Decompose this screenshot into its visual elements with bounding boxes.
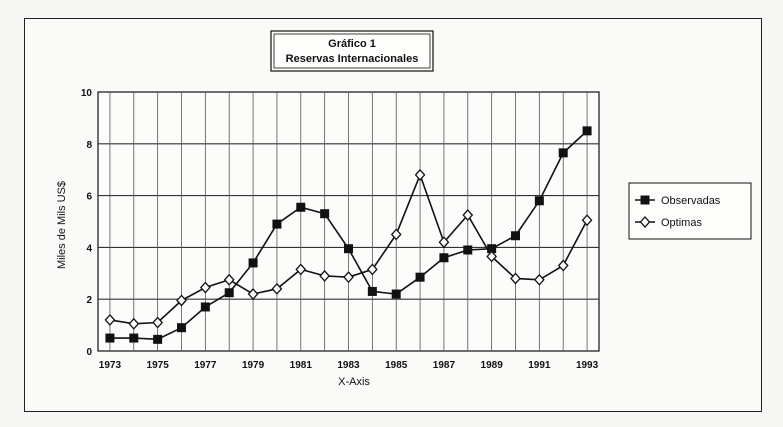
- x-tick-label: 1979: [242, 360, 265, 371]
- data-point-optimas: [343, 271, 354, 284]
- data-point-optimas: [366, 263, 378, 276]
- data-point-optimas: [581, 214, 593, 227]
- data-point-optimas: [104, 313, 116, 326]
- chart-frame: Gráfico 1 Reservas Internacionales 0 2 4 6 8…: [24, 18, 762, 412]
- data-point-optimas: [223, 273, 235, 286]
- x-tick-label: 1989: [481, 360, 504, 371]
- legend-label-optimas: Optimas: [661, 217, 702, 229]
- x-tick-label: 1977: [194, 360, 217, 371]
- x-tick-label: 1987: [433, 360, 456, 371]
- data-point-observadas: [511, 231, 520, 241]
- data-point-observadas: [105, 333, 115, 343]
- data-point-optimas: [247, 288, 259, 300]
- x-tick-label: 1975: [147, 360, 170, 371]
- x-tick-label: 1991: [528, 360, 551, 371]
- x-axis-title: X-Axis: [338, 376, 370, 388]
- y-axis-title: Miles de Mils US$: [56, 181, 68, 269]
- data-point-observadas: [344, 244, 353, 254]
- x-tick-label: 1993: [576, 360, 599, 371]
- legend-label-observadas: Observadas: [661, 195, 721, 207]
- y-tick-label: 2: [86, 295, 92, 306]
- chart-subtitle: Reservas Internacionales: [286, 53, 419, 65]
- data-point-optimas: [199, 281, 211, 294]
- data-point-optimas: [390, 228, 402, 241]
- data-point-optimas: [438, 236, 450, 249]
- data-point-observadas: [200, 302, 210, 312]
- data-point-optimas: [128, 317, 140, 330]
- data-point-observadas: [391, 289, 401, 299]
- data-point-observadas: [558, 148, 568, 158]
- data-point-optimas: [271, 282, 283, 295]
- data-point-optimas: [462, 209, 474, 221]
- title-box: Gráfico 1 Reservas Internacionales: [270, 30, 434, 72]
- chart-title: Gráfico 1: [328, 38, 376, 50]
- data-point-optimas: [533, 273, 545, 286]
- y-tick-label: 4: [86, 243, 92, 254]
- chart-canvas: Gráfico 1 Reservas Internacionales 0 2 4 6 8…: [56, 30, 752, 388]
- data-point-observadas: [415, 272, 425, 282]
- data-point-observadas: [248, 258, 258, 268]
- x-tick-label: 1981: [290, 360, 313, 371]
- data-point-optimas: [152, 316, 164, 329]
- data-point-observadas: [320, 209, 330, 219]
- data-point-observadas: [129, 333, 139, 343]
- y-tick-label: 0: [86, 347, 92, 358]
- data-point-observadas: [296, 202, 306, 212]
- data-point-observadas: [463, 245, 473, 255]
- data-point-optimas: [295, 263, 307, 276]
- data-point-observadas: [367, 286, 377, 296]
- data-point-optimas: [486, 250, 498, 263]
- y-tick-label: 10: [81, 88, 93, 99]
- data-point-observadas: [272, 219, 282, 229]
- legend: Observadas Optimas: [628, 182, 752, 240]
- data-point-optimas: [557, 259, 569, 272]
- y-tick-label: 6: [86, 192, 92, 203]
- data-point-observadas: [153, 334, 163, 344]
- plot-area: 0 2 4 6 8 10 1973 1975 1977 1979 1981 1983 1985 1987 1…: [81, 88, 600, 371]
- data-point-optimas: [319, 269, 331, 282]
- data-point-observadas: [224, 288, 234, 298]
- data-point-optimas: [176, 294, 187, 307]
- legend-marker-observadas: [640, 195, 650, 205]
- legend-marker-optimas: [639, 216, 651, 228]
- data-point-observadas: [177, 323, 186, 333]
- data-point-observadas: [582, 126, 592, 136]
- x-tick-label: 1973: [99, 360, 122, 371]
- data-point-optimas: [414, 168, 426, 181]
- y-tick-label: 8: [86, 140, 92, 151]
- data-point-observadas: [439, 253, 449, 263]
- data-point-optimas: [510, 272, 521, 285]
- x-tick-label: 1985: [385, 360, 408, 371]
- x-tick-label: 1983: [337, 360, 360, 371]
- data-point-observadas: [534, 196, 544, 206]
